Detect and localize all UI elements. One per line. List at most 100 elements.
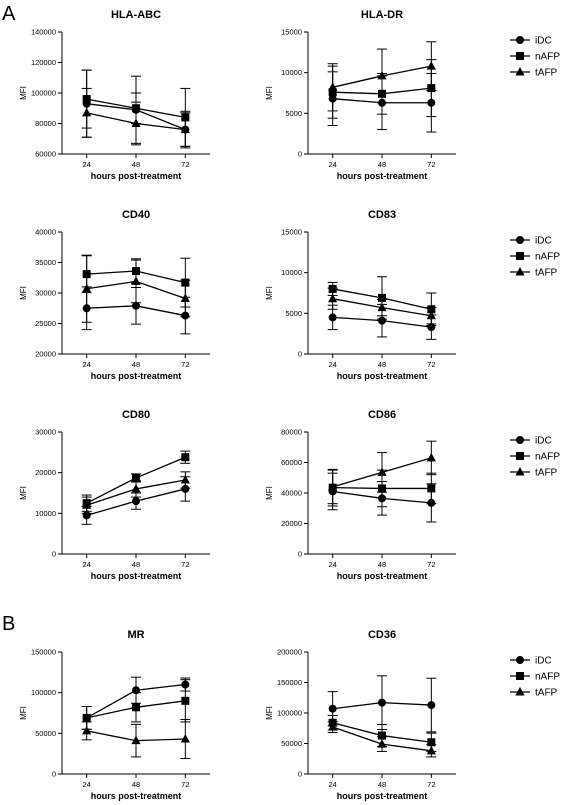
x-tick-label: 48 [378, 560, 386, 569]
y-tick-label: 20000 [35, 468, 56, 477]
x-axis-label: hours post-treatment [337, 571, 428, 581]
x-axis-label: hours post-treatment [91, 791, 182, 801]
series-tafp [327, 440, 437, 505]
data-point-square [181, 696, 190, 705]
x-tick-label: 72 [181, 160, 189, 169]
legend-marker-triangle [515, 687, 525, 696]
y-tick-label: 10000 [35, 509, 56, 518]
series-tafp [81, 254, 191, 323]
legend: iDC nAFP tAFP [510, 656, 560, 699]
y-tick-label: 40000 [35, 228, 56, 237]
y-tick-label: 30000 [35, 428, 56, 437]
y-tick-label: 0 [52, 770, 56, 779]
data-point-triangle [82, 500, 92, 509]
x-tick-label: 24 [82, 160, 90, 169]
data-point-triangle [328, 82, 338, 91]
legend-marker-circle [516, 36, 524, 44]
data-point-square [132, 473, 140, 482]
chart-mr: MR 0 50000 100000 150000 24 48 72 hours post-tre… [19, 629, 210, 801]
y-axis-label: MFI [265, 286, 274, 300]
data-point-square [427, 738, 436, 747]
legend-marker-square [516, 452, 524, 460]
legend-marker-circle [516, 656, 524, 664]
data-point-circle [427, 701, 436, 710]
y-tick-label: 0 [298, 550, 302, 559]
y-tick-label: 25000 [35, 319, 56, 328]
legend-label: iDC [535, 436, 552, 447]
legend-label: iDC [535, 656, 552, 667]
legend-label: nAFP [535, 252, 560, 263]
series-nafp [81, 679, 191, 730]
y-tick-label: 5000 [285, 109, 302, 118]
data-point-triangle [180, 293, 190, 302]
y-tick-label: 10000 [281, 68, 302, 77]
chart-cd86: CD86 0 20000 40000 60000 80000 24 48 72 hours pos… [265, 409, 560, 581]
legend-label: nAFP [535, 52, 560, 63]
legend-label: nAFP [535, 452, 560, 463]
legend-label: tAFP [535, 688, 558, 699]
y-tick-label: 50000 [281, 739, 302, 748]
legend: iDC nAFP tAFP [510, 36, 560, 79]
series-tafp [327, 41, 437, 112]
legend-label: iDC [535, 236, 552, 247]
chart-cd83: CD83 0 5000 10000 15000 24 48 72 hours post-trea… [265, 209, 560, 381]
data-point-circle [181, 484, 190, 493]
series-tafp [81, 719, 191, 760]
data-point-triangle [131, 276, 141, 285]
chart-title: MR [127, 629, 144, 641]
data-point-circle [328, 313, 337, 322]
series-tafp [327, 287, 437, 325]
y-tick-label: 100000 [31, 688, 56, 697]
chart-title: CD83 [368, 209, 396, 221]
y-tick-label: 50000 [35, 729, 56, 738]
y-tick-label: 35000 [35, 258, 56, 267]
y-tick-label: 30000 [35, 289, 56, 298]
chart-title: CD36 [368, 629, 396, 641]
legend-marker-triangle [515, 467, 525, 476]
y-axis-label: MFI [19, 486, 28, 500]
data-point-square [427, 484, 436, 493]
legend-label: tAFP [535, 468, 558, 479]
legend-marker-square [516, 52, 524, 60]
x-axis-label: hours post-treatment [337, 171, 428, 181]
data-point-circle [132, 301, 140, 310]
chart-title: CD40 [122, 209, 150, 221]
legend-label: tAFP [535, 268, 558, 279]
chart-hla-dr: HLA-DR 0 5000 10000 15000 24 48 72 hours post-tr… [265, 9, 560, 181]
legend-marker-circle [516, 436, 524, 444]
chart-cd40: CD40 20000 25000 30000 35000 40000 24 48 72 hours… [19, 209, 210, 381]
y-tick-label: 5000 [285, 309, 302, 318]
y-axis-label: MFI [265, 86, 274, 100]
legend-label: nAFP [535, 672, 560, 683]
chart-cd36: CD36 0 50000 100000 150000 200000 24 48 72 hours … [265, 629, 560, 801]
data-point-triangle [377, 739, 387, 748]
y-tick-label: 80000 [281, 428, 302, 437]
x-tick-label: 48 [132, 560, 140, 569]
data-point-triangle [377, 302, 387, 312]
legend-marker-square [516, 672, 524, 680]
x-tick-label: 24 [82, 560, 90, 569]
series-tafp [81, 471, 191, 514]
data-point-triangle [426, 745, 436, 755]
y-tick-label: 120000 [31, 58, 56, 67]
chart-cd80: CD80 0 10000 20000 30000 24 48 72 hours post-tre… [19, 409, 210, 581]
data-point-triangle [328, 481, 338, 491]
chart-title: CD86 [368, 409, 396, 421]
data-point-square [378, 293, 386, 302]
x-tick-label: 48 [132, 360, 140, 369]
y-tick-label: 10000 [281, 268, 302, 277]
y-tick-label: 100000 [277, 709, 302, 718]
x-tick-label: 72 [181, 780, 189, 789]
x-tick-label: 72 [427, 360, 435, 369]
legend-label: iDC [535, 36, 552, 47]
legend-label: tAFP [535, 68, 558, 79]
data-point-circle [378, 698, 386, 707]
y-tick-label: 0 [52, 550, 56, 559]
data-point-triangle [131, 483, 141, 493]
y-tick-label: 15000 [281, 28, 302, 37]
panel-label-a: A [2, 3, 16, 25]
data-point-triangle [82, 725, 92, 735]
data-point-triangle [180, 474, 190, 484]
